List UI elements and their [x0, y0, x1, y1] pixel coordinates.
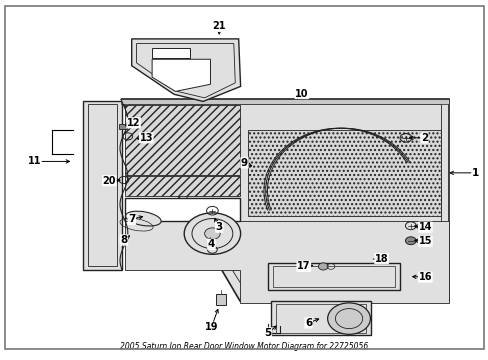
Polygon shape: [248, 130, 441, 216]
Text: 15: 15: [418, 237, 431, 247]
Text: 19: 19: [204, 322, 218, 332]
Polygon shape: [267, 263, 399, 290]
Polygon shape: [131, 39, 240, 102]
Polygon shape: [271, 301, 370, 336]
Text: 9: 9: [241, 158, 247, 168]
Circle shape: [184, 213, 240, 254]
Text: 1: 1: [471, 168, 478, 178]
Text: 17: 17: [297, 261, 310, 271]
Polygon shape: [120, 99, 448, 104]
Polygon shape: [152, 48, 190, 58]
Polygon shape: [83, 101, 122, 270]
Text: 3: 3: [215, 222, 223, 232]
Ellipse shape: [125, 211, 161, 226]
Circle shape: [327, 303, 370, 334]
Text: 20: 20: [102, 176, 116, 186]
Polygon shape: [216, 294, 225, 305]
Text: 6: 6: [305, 318, 312, 328]
Text: 21: 21: [212, 21, 225, 31]
Circle shape: [318, 263, 327, 270]
Polygon shape: [120, 99, 448, 301]
Text: 16: 16: [418, 272, 431, 282]
Text: 7: 7: [128, 214, 135, 224]
Text: 18: 18: [374, 253, 387, 264]
Text: 2005 Saturn Ion Rear Door Window Motor Diagram for 22725056: 2005 Saturn Ion Rear Door Window Motor D…: [120, 342, 368, 351]
Polygon shape: [125, 176, 239, 196]
Polygon shape: [152, 59, 210, 91]
Text: 13: 13: [139, 133, 153, 143]
Text: 2: 2: [420, 133, 427, 143]
Text: 10: 10: [295, 89, 308, 99]
Text: 8: 8: [120, 235, 127, 245]
Text: 14: 14: [418, 222, 431, 232]
Text: 5: 5: [264, 328, 271, 338]
Text: 12: 12: [126, 118, 140, 128]
Text: 4: 4: [207, 239, 215, 249]
Polygon shape: [119, 123, 126, 129]
Polygon shape: [125, 105, 239, 175]
Polygon shape: [125, 221, 448, 303]
Text: 11: 11: [28, 157, 41, 166]
Circle shape: [204, 228, 220, 239]
Polygon shape: [125, 198, 239, 221]
Circle shape: [405, 237, 415, 245]
